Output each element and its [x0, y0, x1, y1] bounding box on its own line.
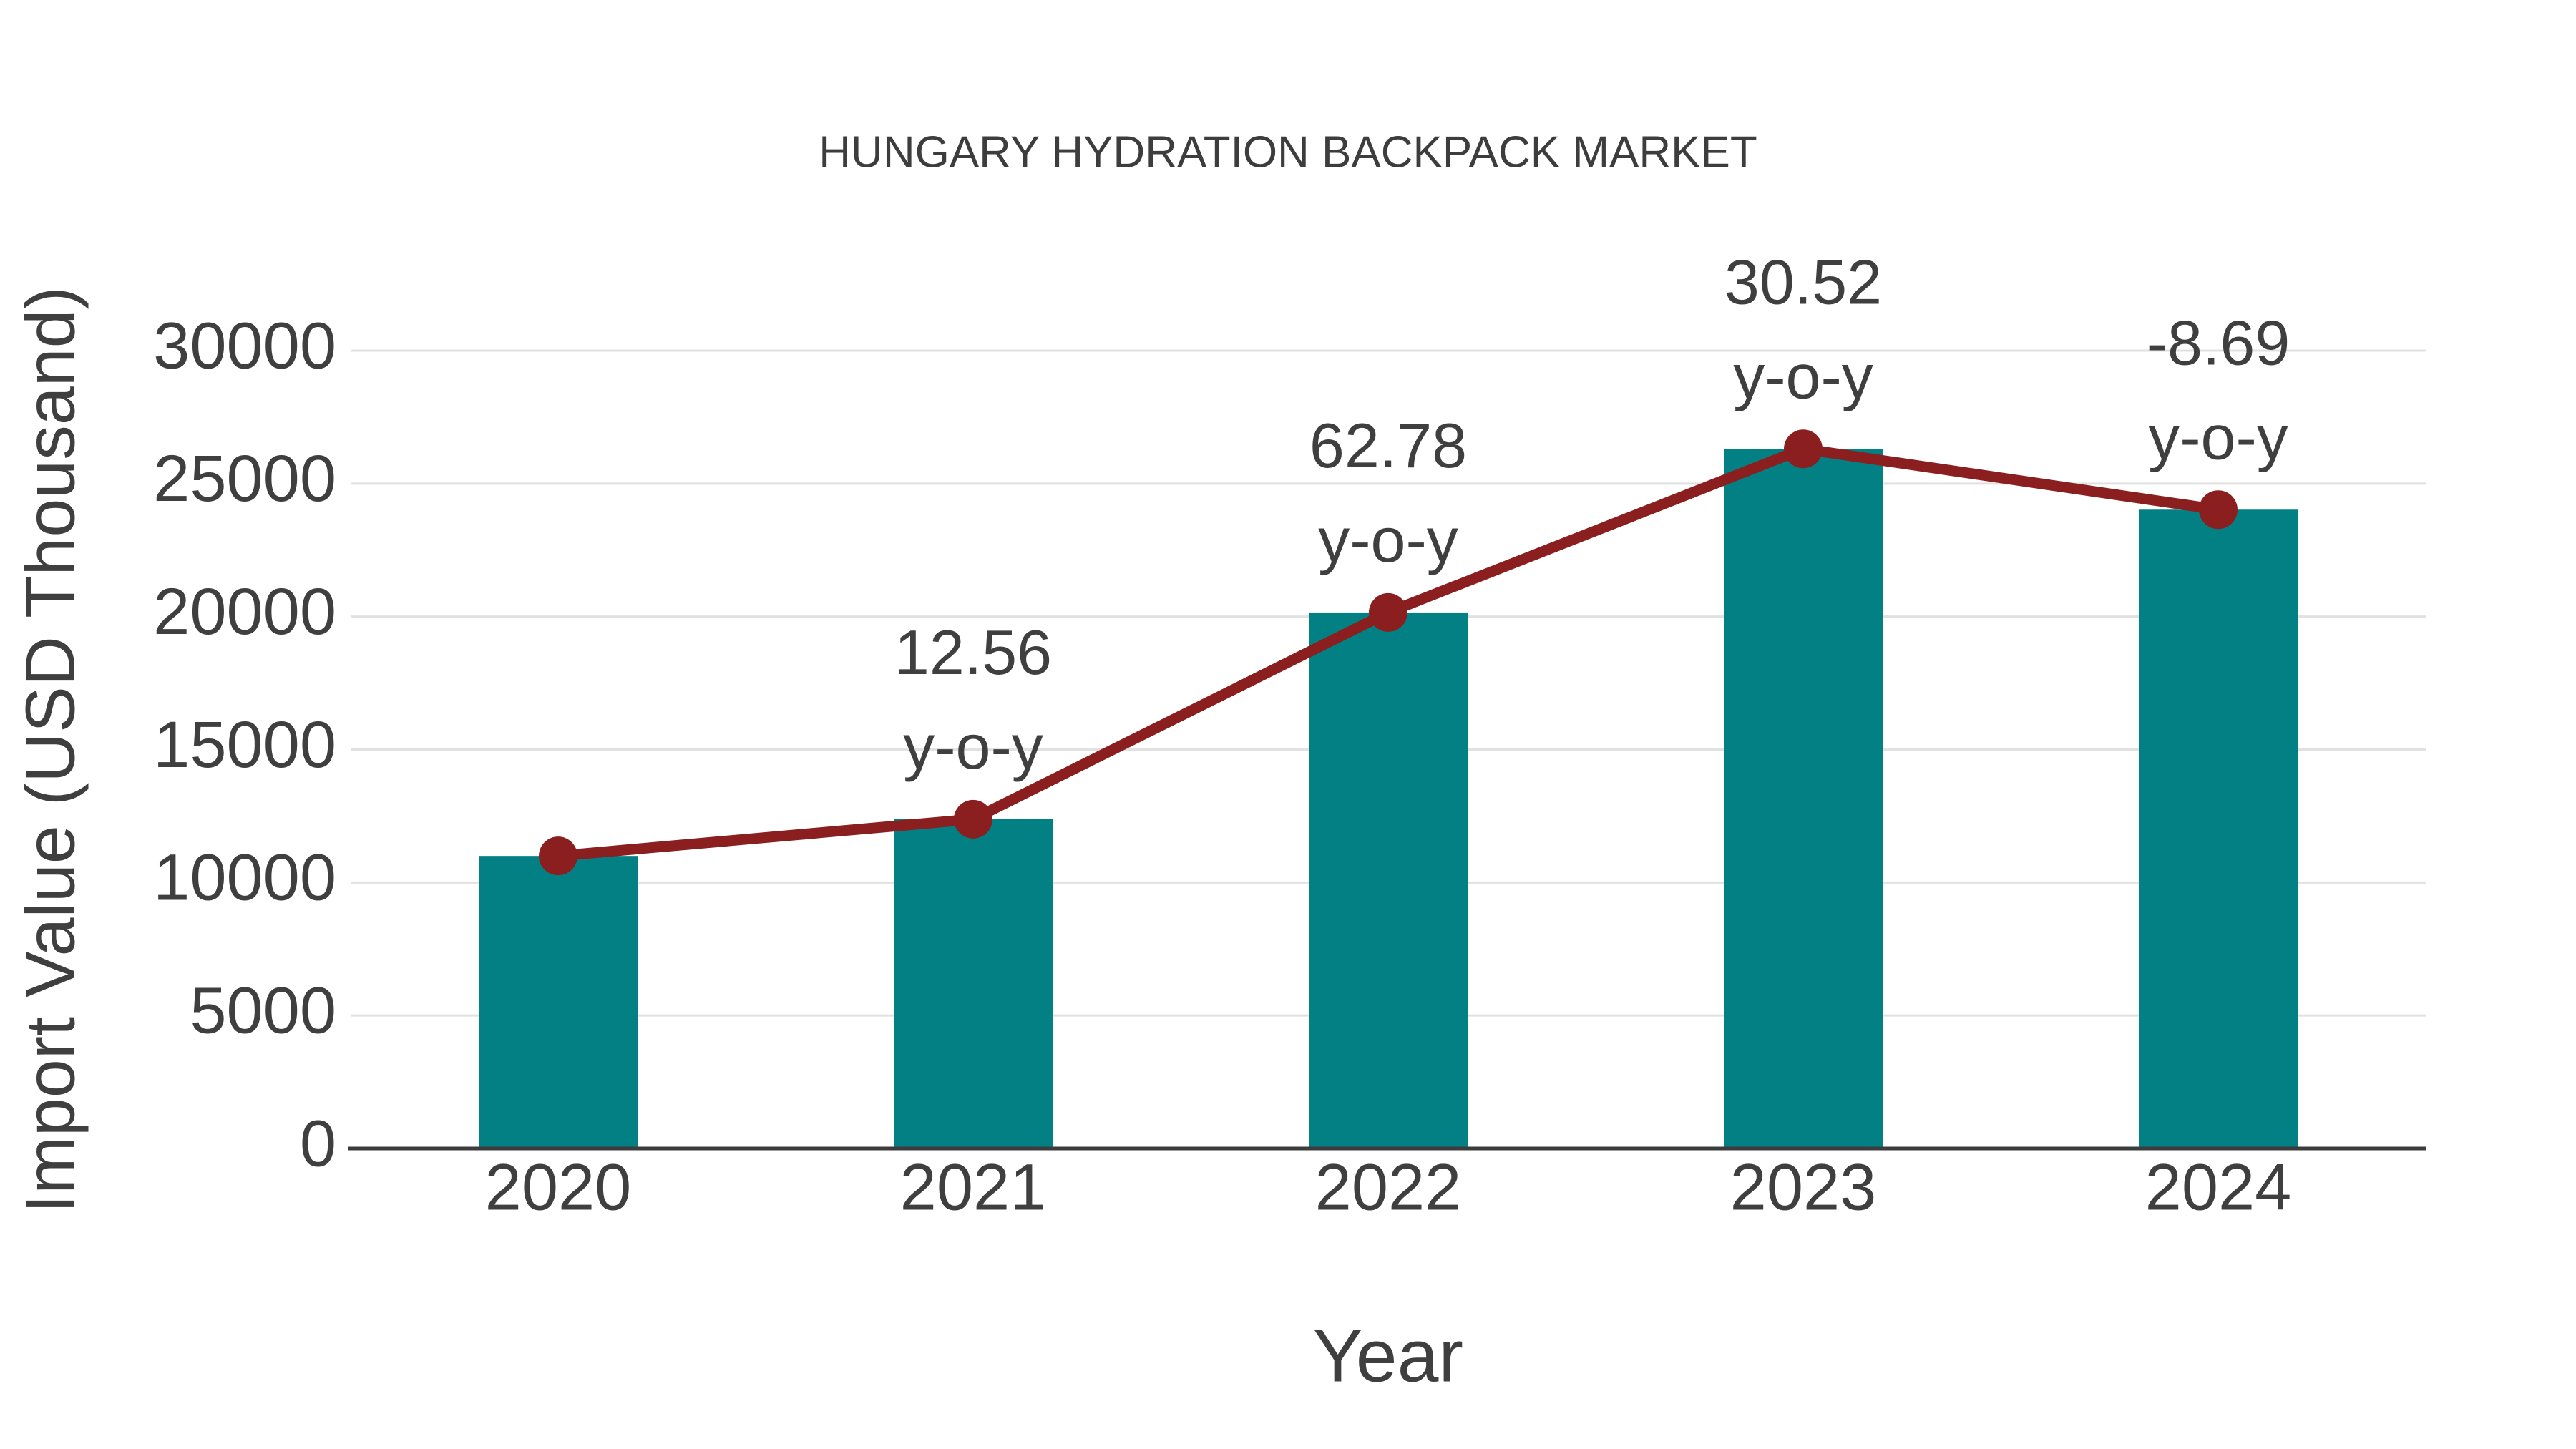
annotation-value-2022: 62.78 — [1309, 410, 1467, 481]
data-point-marker-2020 — [539, 836, 577, 876]
y-axis-label: Import Value (USD Thousand) — [11, 286, 89, 1214]
annotation-value-2021: 12.56 — [894, 617, 1052, 688]
bar-2024 — [2139, 509, 2298, 1148]
y-tick-label: 20000 — [153, 575, 336, 648]
x-tick-label-2021: 2021 — [900, 1151, 1047, 1224]
data-point-marker-2022 — [1369, 592, 1407, 632]
annotation-value-2023: 30.52 — [1724, 247, 1882, 318]
trend-line-series — [539, 429, 2238, 876]
y-tick-label: 25000 — [153, 442, 336, 515]
bar-2021 — [894, 819, 1053, 1148]
yoy-annotations: 12.56 y-o-y 62.78 y-o-y 30.52 y-o-y -8.69 y-o-y — [894, 247, 2290, 783]
bar-2022 — [1309, 612, 1468, 1148]
y-tick-label: 10000 — [153, 841, 336, 914]
y-tick-labels: 0 5000 10000 15000 20000 25000 30000 — [153, 309, 336, 1180]
data-point-marker-2023 — [1784, 429, 1823, 469]
y-tick-label: 5000 — [190, 974, 336, 1047]
x-axis-label: Year — [1313, 1314, 1463, 1397]
y-tick-label: 0 — [300, 1107, 336, 1180]
annotation-unit-2023: y-o-y — [1733, 341, 1873, 412]
chart-title: HUNGARY HYDRATION BACKPACK MARKET — [819, 127, 1757, 177]
y-tick-label: 30000 — [153, 309, 336, 382]
annotation-unit-2021: y-o-y — [903, 711, 1043, 782]
bar-2023 — [1724, 449, 1883, 1148]
annotation-value-2024: -8.69 — [2147, 307, 2290, 378]
x-tick-label-2020: 2020 — [485, 1151, 632, 1224]
annotation-unit-2022: y-o-y — [1318, 504, 1458, 575]
data-point-marker-2021 — [954, 799, 992, 839]
bar-2020 — [479, 856, 638, 1148]
x-tick-label-2022: 2022 — [1315, 1151, 1462, 1224]
annotation-unit-2024: y-o-y — [2148, 401, 2288, 472]
y-tick-label: 15000 — [153, 708, 336, 781]
x-tick-labels: 2020 2021 2022 2023 2024 — [485, 1151, 2292, 1224]
x-tick-label-2023: 2023 — [1730, 1151, 1877, 1224]
data-point-marker-2024 — [2199, 490, 2238, 530]
x-tick-label-2024: 2024 — [2145, 1151, 2292, 1224]
bar-series — [479, 449, 2298, 1148]
